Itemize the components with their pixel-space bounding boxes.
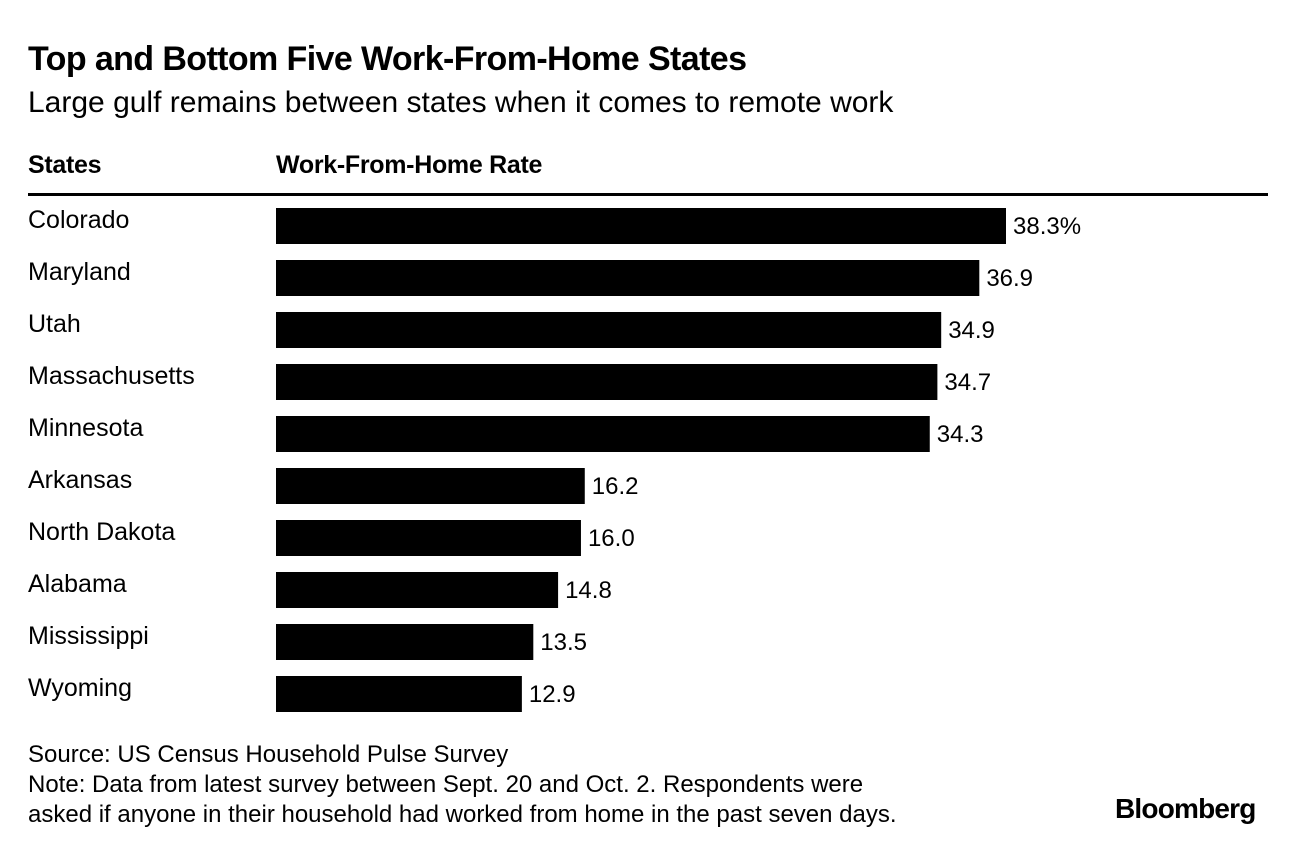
bar [276, 260, 980, 296]
category-label: Minnesota [28, 414, 143, 442]
value-label: 34.3 [937, 421, 984, 448]
bar [276, 572, 559, 608]
category-label: North Dakota [28, 518, 175, 546]
bar [276, 468, 585, 504]
states-column-header: States [28, 151, 102, 179]
bar [276, 416, 930, 452]
bar [276, 312, 942, 348]
bar [276, 676, 522, 712]
value-label: 34.7 [944, 369, 991, 396]
category-label: Arkansas [28, 466, 132, 494]
rate-column-header: Work-From-Home Rate [276, 151, 543, 179]
value-label: 16.0 [588, 525, 635, 552]
value-label: 13.5 [540, 629, 587, 656]
bloomberg-logo: Bloomberg [1115, 793, 1256, 824]
value-label: 12.9 [529, 681, 576, 708]
value-label: 36.9 [986, 265, 1033, 292]
bar [276, 364, 938, 400]
value-label: 34.9 [948, 317, 995, 344]
value-label: 38.3% [1013, 213, 1081, 240]
category-label: Colorado [28, 206, 129, 234]
category-label: Maryland [28, 258, 131, 286]
bar [276, 624, 534, 660]
bar-chart: Colorado 38.3% Maryland 36.9 Utah 34.9 Massach… [28, 206, 1081, 712]
footnotes: Source: US Census Household Pulse Survey… [28, 740, 897, 830]
category-label: Massachusetts [28, 362, 195, 390]
value-label: 16.2 [592, 473, 639, 500]
category-label: Wyoming [28, 674, 132, 702]
chart-title: Top and Bottom Five Work-From-Home State… [28, 40, 747, 78]
category-label: Utah [28, 310, 81, 338]
source-note: Source: US Census Household Pulse Survey [28, 741, 509, 768]
header-divider [28, 193, 1268, 196]
note-line-2: asked if anyone in their household had w… [28, 801, 897, 828]
category-label: Mississippi [28, 622, 149, 650]
category-label: Alabama [28, 570, 127, 598]
chart-subtitle: Large gulf remains between states when i… [28, 86, 894, 119]
bar [276, 208, 1006, 244]
bar [276, 520, 581, 556]
value-label: 14.8 [565, 577, 612, 604]
note-line-1: Note: Data from latest survey between Se… [28, 771, 864, 798]
